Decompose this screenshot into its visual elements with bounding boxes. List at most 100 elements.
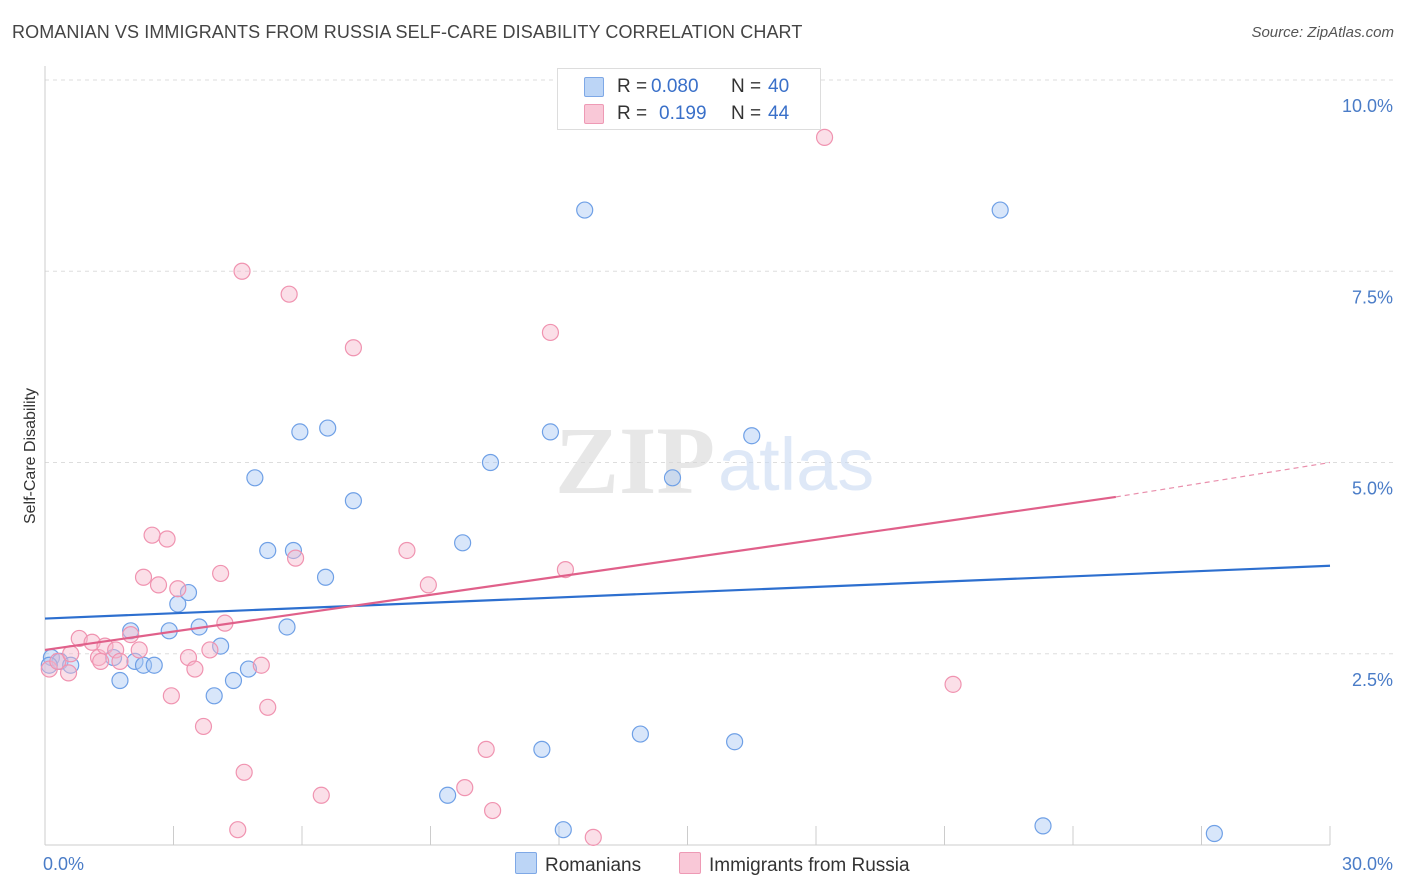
legend-r-value: 0.080 (651, 76, 699, 97)
russia-point (344, 339, 362, 357)
russia-point (584, 828, 602, 846)
romanian-point (533, 740, 551, 758)
y-tick-label: 7.5% (1352, 287, 1393, 307)
romanian-trend-line (44, 564, 1331, 620)
russia-point (201, 641, 219, 659)
romanian-point (278, 618, 296, 636)
russia-point (456, 779, 474, 797)
stats-legend: R = 0.080 N = 40 R = 0.199 N = 44 (557, 68, 821, 130)
romanian-point (576, 201, 594, 219)
legend-n-value: 44 (768, 103, 790, 124)
trend-lines (44, 461, 1331, 652)
chart-title: ROMANIAN VS IMMIGRANTS FROM RUSSIA SELF-… (12, 22, 803, 42)
romanian-point (246, 469, 264, 487)
romanian-point (205, 687, 223, 705)
romanian-point (259, 541, 277, 560)
russia-point (169, 580, 187, 598)
russia-point (92, 652, 110, 671)
russia-point (398, 541, 416, 560)
watermark-zip: ZIP (555, 407, 715, 514)
russia-point (162, 687, 180, 705)
russia-point (111, 652, 129, 671)
legend-r-value: 0.199 (659, 103, 707, 124)
russia-point (541, 323, 560, 342)
romanian-point (554, 821, 572, 839)
russia-point (233, 262, 251, 280)
bottom-legend-label: Romanians (545, 855, 642, 876)
russia-point (312, 786, 330, 804)
legend-n-value: 40 (768, 76, 790, 97)
russia-point (280, 285, 298, 303)
y-tick-label: 5.0% (1352, 479, 1393, 499)
romanian-point (344, 492, 362, 510)
russia-point (229, 821, 247, 839)
russia-trend-line (44, 495, 1116, 652)
x-tick-label: 30.0% (1342, 854, 1393, 874)
y-tick-label: 10.0% (1342, 96, 1393, 116)
legend-r-label: R = (617, 76, 648, 97)
romanian-point (212, 637, 230, 655)
romanian-point (439, 786, 457, 804)
y-tick-label: 2.5% (1352, 670, 1393, 690)
bottom-legend-swatch-blue (515, 852, 537, 874)
legend-n-label: N = (731, 103, 762, 124)
russia-point (158, 530, 176, 548)
romanian-point (1034, 817, 1052, 835)
russia-point (59, 664, 78, 682)
russia-point (477, 740, 495, 758)
romanian-point (726, 733, 744, 751)
romanian-point (991, 201, 1009, 219)
y-axis-label: Self-Care Disability (22, 388, 39, 524)
bottom-legend-label: Immigrants from Russia (709, 855, 910, 876)
russia-point (149, 576, 168, 594)
romanian-point (743, 427, 761, 445)
russia-point (556, 560, 575, 579)
russia-point (134, 568, 153, 586)
watermark-atlas: atlas (718, 423, 874, 506)
legend-swatch-blue (584, 77, 604, 97)
axes (44, 66, 1331, 846)
russia-point (130, 641, 148, 659)
source-label: Source: ZipAtlas.com (1251, 24, 1394, 41)
russia-point (70, 629, 88, 648)
bottom-legend-swatch-pink (679, 852, 701, 874)
romanian-point (316, 568, 335, 586)
x-tick-label: 0.0% (43, 854, 84, 874)
russia-point (252, 656, 270, 674)
bottom-legend-russia: Immigrants from Russia (679, 852, 910, 877)
legend-swatch-pink (584, 104, 604, 124)
romanian-point (40, 656, 58, 674)
romanian-point (454, 534, 472, 552)
romanian-point (145, 656, 163, 674)
romanian-point (663, 469, 682, 487)
romanian-point (122, 622, 140, 640)
legend-row-russia: R = 0.199 N = 44 (558, 101, 820, 127)
russia-point (419, 576, 437, 594)
romanian-point (224, 671, 243, 690)
russia-point (484, 801, 502, 820)
russia-point (194, 717, 213, 736)
romanian-point (1205, 824, 1223, 843)
bottom-legend-romanians: Romanians (515, 852, 641, 877)
grid-lines (45, 79, 1393, 655)
romanian-point (631, 725, 649, 743)
romanian-point (179, 583, 198, 602)
romanian-point (319, 419, 337, 437)
tick-labels: 2.5% 5.0% 7.5% 10.0% 0.0% 30.0% (43, 96, 1393, 874)
russia-point (143, 526, 161, 544)
legend-r-label: R = (617, 103, 648, 124)
russia-point (212, 564, 230, 583)
russia-point (49, 652, 67, 671)
russia-point (122, 626, 140, 644)
romanian-point (111, 671, 129, 690)
russia-point (815, 128, 834, 146)
romanian-point (481, 453, 500, 472)
russia-point (235, 763, 253, 781)
russia-trend-extension (1115, 461, 1331, 498)
russia-point (186, 660, 204, 678)
romanian-point (291, 423, 309, 441)
russia-point (944, 675, 962, 693)
romanian-point (239, 660, 258, 678)
legend-row-romanians: R = 0.080 N = 40 (558, 74, 820, 100)
